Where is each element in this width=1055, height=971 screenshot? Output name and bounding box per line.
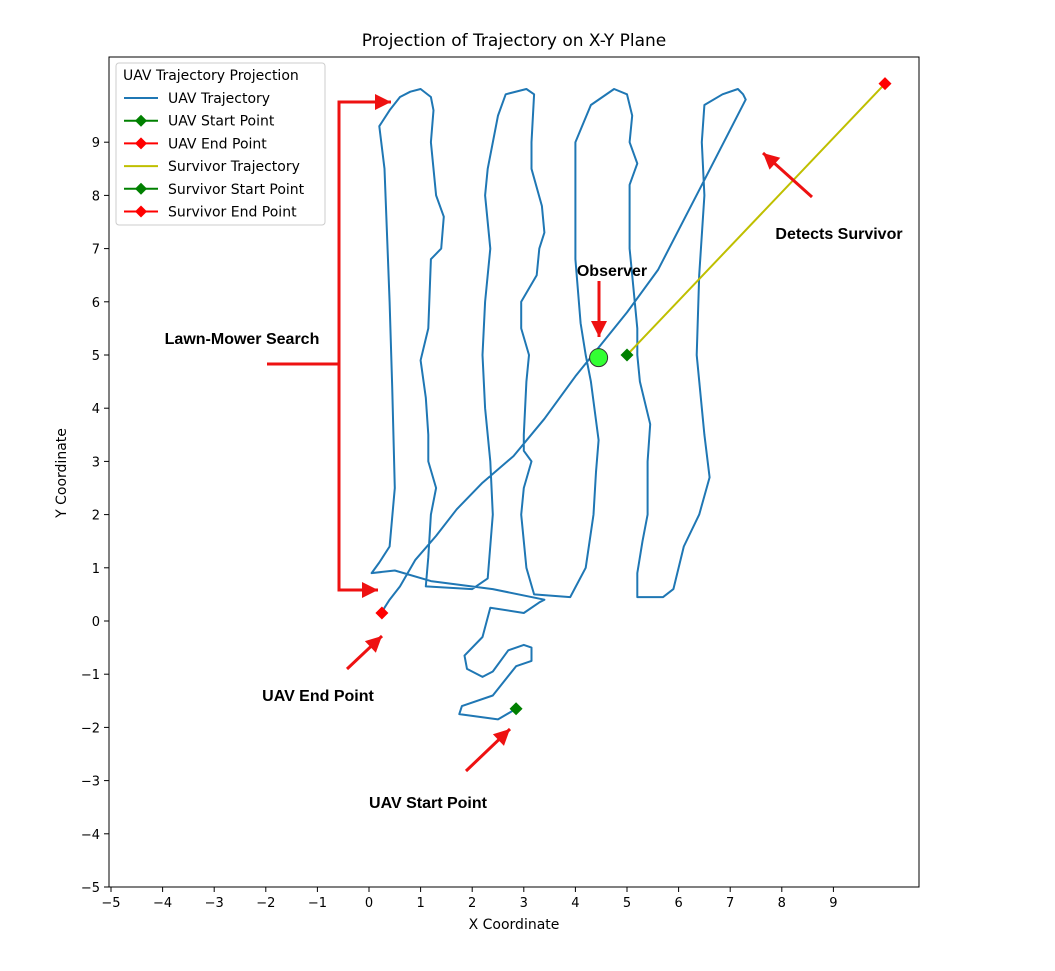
y-tick-label: 0 [92,615,100,630]
y-tick-label: 3 [92,455,100,470]
uav-end-point-marker [375,606,389,620]
y-tick-label: −2 [81,721,100,736]
x-tick-label: −2 [256,896,275,911]
y-tick-label: 2 [92,509,100,524]
x-tick-label: 4 [571,896,579,911]
legend-item-survivor-end-point-label: Survivor End Point [168,205,297,221]
legend-title: UAV Trajectory Projection [123,68,299,84]
legend-item-uav-start-point: UAV Start Point [124,114,275,130]
chart-title: Projection of Trajectory on X-Y Plane [362,31,667,51]
plot-frame [108,56,920,888]
y-tick-label: 7 [92,243,100,258]
uav-start-arrow-head [492,729,510,746]
annotation-detects-survivor: Detects Survivor [775,226,902,243]
observer-arrow-head [591,321,607,337]
x-tick-label: −4 [153,896,172,911]
legend-item-uav-trajectory: UAV Trajectory [124,91,270,107]
legend-item-survivor-end-point-marker [135,205,147,218]
x-tick-label: −1 [308,896,327,911]
observer-marker [589,348,609,368]
y-tick-label: −4 [81,828,100,843]
plot-area [370,77,892,721]
annotation-observer: Observer [577,263,647,280]
annotation-lawn-mower-search: Lawn-Mower Search [165,331,320,348]
lawn-mower-arrow-bottom-head [362,582,378,598]
x-axis-label: X Coordinate [469,917,560,933]
y-tick-label: −5 [81,881,100,896]
legend-item-uav-trajectory-label: UAV Trajectory [168,91,270,107]
x-tick-label: 2 [468,896,476,911]
legend: UAV Trajectory Projection UAV Trajectory U… [115,62,326,226]
x-tick-label: 9 [829,896,837,911]
legend-item-survivor-trajectory-label: Survivor Trajectory [168,159,300,175]
lawn-mower-bracket-lower [337,364,375,592]
x-tick-label: 8 [778,896,786,911]
legend-item-survivor-start-point-marker [135,182,147,195]
annotation-uav-start-point: UAV Start Point [369,795,488,812]
legend-item-survivor-start-point-label: Survivor Start Point [168,182,305,198]
survivor-end-point-marker [878,77,892,91]
legend-item-survivor-end-point: Survivor End Point [124,205,297,221]
y-tick-label: 4 [92,402,100,417]
legend-item-uav-end-point-marker [135,137,147,150]
y-tick-label: 8 [92,189,100,204]
x-tick-label: 5 [623,896,631,911]
x-tick-label: 6 [674,896,682,911]
legend-item-survivor-trajectory: Survivor Trajectory [124,159,300,175]
x-tick-label: −5 [101,896,120,911]
y-axis-label: Y Coordinate [54,428,70,519]
y-tick-label: 1 [92,562,100,577]
survivor-trajectory-line [626,83,886,356]
annotations: Lawn-Mower Search Observer Detects Survivo… [165,94,903,812]
y-tick-label: −3 [81,775,100,790]
x-tick-label: 1 [416,896,424,911]
uav-trajectory-line [370,88,747,721]
lawn-mower-bracket-upper [267,100,375,366]
legend-item-uav-start-point-label: UAV Start Point [168,114,275,130]
annotation-uav-end-point: UAV End Point [262,688,374,705]
y-tick-label: −1 [81,668,100,683]
y-tick-label: 9 [92,136,100,151]
uav-start-point-marker [509,702,523,716]
detects-survivor-arrow-head [763,153,781,170]
uav-end-arrow-head [364,636,382,653]
y-tick-label: 6 [92,296,100,311]
lawn-mower-arrow-top-head [375,94,391,110]
legend-item-survivor-start-point: Survivor Start Point [124,182,305,198]
x-tick-label: −3 [205,896,224,911]
x-tick-label: 7 [726,896,734,911]
x-tick-label: 0 [365,896,373,911]
legend-item-uav-start-point-marker [135,114,147,127]
x-tick-label: 3 [520,896,528,911]
axes: −5 −4 −3 −2 −1 0 1 2 3 4 5 6 7 8 9 −5 −4 −3 −2 −1 0 1 2 3 4 5 6 7 8 9 [81,56,920,911]
y-tick-label: 5 [92,349,100,364]
legend-box [115,62,326,226]
legend-item-uav-end-point-label: UAV End Point [168,136,267,152]
legend-item-uav-end-point: UAV End Point [124,136,267,152]
survivor-start-point-marker [620,348,634,362]
